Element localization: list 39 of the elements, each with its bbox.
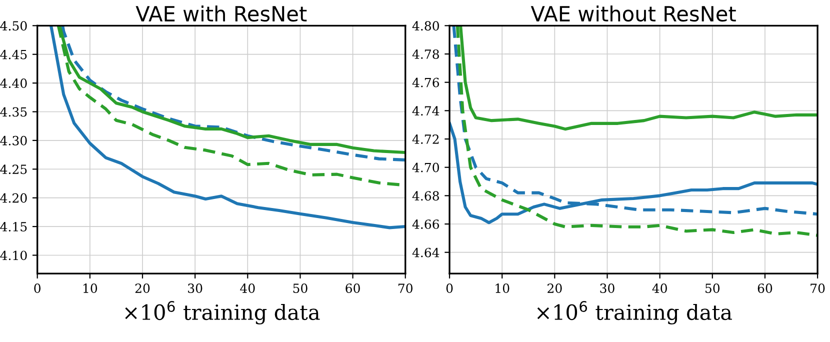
y-tick-label: 4.68 — [412, 191, 439, 201]
y-tick-label: 4.80 — [412, 21, 439, 31]
y-tick-label: 4.70 — [412, 162, 439, 172]
x-tick-label: 20 — [548, 284, 562, 293]
y-tick-label: 4.45 — [0, 50, 27, 60]
chart-title: VAE without ResNet — [530, 5, 736, 22]
x-tick-label: 10 — [496, 284, 510, 293]
x-tick-label: 20 — [135, 284, 150, 293]
y-tick-label: 4.66 — [412, 219, 440, 229]
y-tick-label: 4.25 — [0, 164, 27, 174]
x-tick-label: 70 — [810, 284, 825, 293]
y-tick-label: 4.50 — [0, 21, 27, 31]
y-tick-label: 4.78 — [412, 49, 439, 59]
line-series — [49, 26, 406, 230]
x-tick-label: 50 — [706, 284, 720, 293]
y-tick-label: 4.40 — [0, 78, 27, 88]
x-tick-label: 60 — [758, 284, 772, 293]
x-tick-label: 30 — [600, 284, 614, 293]
y-tick-label: 4.15 — [0, 222, 27, 232]
x-tick-label: 40 — [240, 284, 255, 293]
x-tick-label: 60 — [346, 284, 360, 293]
x-tick-label: 30 — [188, 284, 202, 293]
y-tick-label: 4.76 — [412, 78, 440, 88]
x-tick-label: 0 — [446, 284, 453, 293]
y-tick-label: 4.74 — [412, 106, 440, 116]
x-tick-label: 70 — [398, 284, 412, 293]
x-axis-title: ×10$^{6}$ training data — [537, 300, 732, 324]
x-tick-label: 0 — [34, 284, 40, 293]
y-tick-label: 4.10 — [0, 250, 27, 260]
y-tick-label: 4.35 — [0, 107, 27, 117]
x-axis-title: ×10$^{6}$ training data — [125, 300, 320, 324]
chart-title: VAE with ResNet — [136, 5, 307, 22]
y-tick-label: 4.72 — [412, 134, 439, 144]
y-tick-label: 4.20 — [0, 193, 27, 203]
x-tick-label: 10 — [83, 284, 98, 293]
y-tick-label: 4.30 — [0, 136, 27, 146]
y-tick-label: 4.64 — [412, 248, 440, 258]
x-tick-label: 50 — [293, 284, 308, 293]
x-tick-label: 40 — [652, 284, 667, 293]
